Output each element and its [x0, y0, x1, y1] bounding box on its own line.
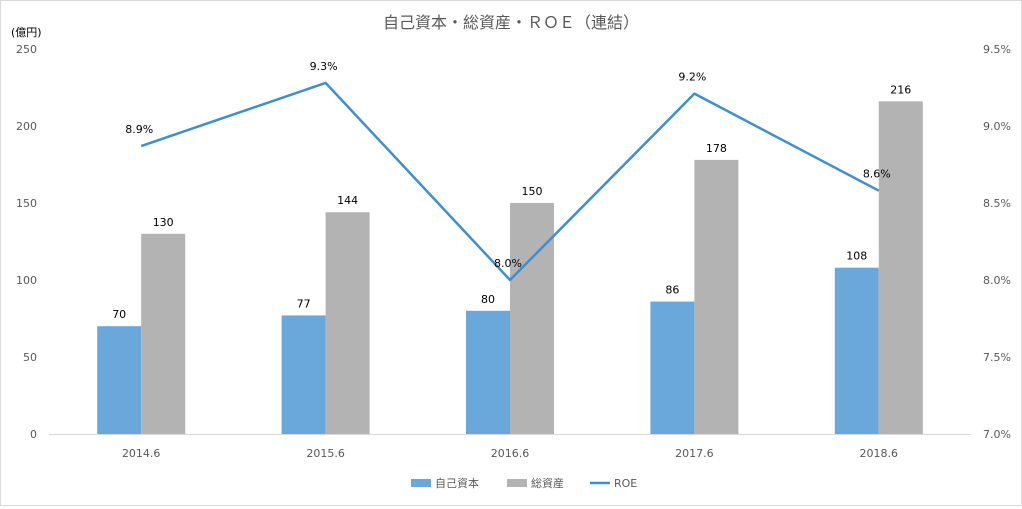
bar-equity: [97, 326, 142, 434]
bar-total-assets: [510, 203, 554, 434]
bar-data-label: 86: [665, 284, 679, 297]
bar-total-assets: [694, 159, 739, 434]
y2-tick-label: 8.5%: [983, 197, 1011, 210]
axes-group: 0 50 100 150 200 250 7.0% 7.5% 8.0% 8.5% 9.0% 9.5% 2…: [16, 43, 1011, 460]
legend-label: 総資産: [531, 476, 564, 490]
roe-data-label: 8.6%: [863, 168, 891, 181]
y-tick-label: 0: [30, 428, 37, 441]
y-tick-label: 250: [16, 43, 37, 56]
bar-data-label: 77: [297, 297, 311, 310]
bar-equity: [650, 301, 695, 434]
x-tick-label: 2017.6: [675, 447, 714, 460]
bar-equity: [834, 267, 879, 434]
legend-swatch: [411, 479, 431, 487]
bars-group: 70 130 77 144 80 150 86 178 108 216: [97, 83, 923, 435]
bar-data-label: 216: [890, 83, 911, 96]
bar-data-label: 144: [337, 194, 358, 207]
legend-label: ROE: [614, 477, 637, 490]
bar-total-assets: [141, 233, 186, 434]
y-axis-unit-label: (億円): [11, 26, 42, 39]
bar-equity: [466, 310, 510, 434]
x-tick-label: 2018.6: [860, 447, 899, 460]
y2-tick-label: 9.0%: [983, 120, 1011, 133]
bar-data-label: 130: [153, 216, 174, 229]
roe-line: [140, 81, 880, 282]
y-tick-label: 50: [23, 351, 37, 364]
bar-data-label: 150: [522, 185, 543, 198]
roe-data-label: 9.3%: [310, 60, 338, 73]
roe-line-group: 8.9% 9.3% 8.0% 9.2% 8.6%: [125, 60, 891, 282]
x-tick-label: 2015.6: [306, 447, 345, 460]
legend: 自己資本 総資産 ROE: [411, 476, 637, 490]
bar-data-label: 108: [846, 250, 867, 263]
roe-data-label: 9.2%: [678, 71, 706, 84]
y2-tick-label: 7.0%: [983, 428, 1011, 441]
roe-data-label: 8.9%: [125, 123, 153, 136]
y2-tick-label: 8.0%: [983, 274, 1011, 287]
chart-title: 自己資本・総資産・ＲＯＥ（連結）: [383, 13, 639, 32]
y-tick-label: 150: [16, 197, 37, 210]
y2-tick-label: 9.5%: [983, 43, 1011, 56]
x-tick-label: 2014.6: [122, 447, 161, 460]
bar-data-label: 70: [112, 308, 126, 321]
bar-data-label: 178: [706, 142, 727, 155]
bar-total-assets: [878, 101, 923, 435]
y-tick-label: 200: [16, 120, 37, 133]
roe-data-label: 8.0%: [494, 257, 522, 270]
legend-label: 自己資本: [435, 476, 479, 490]
bar-data-label: 80: [481, 293, 495, 306]
x-tick-label: 2016.6: [491, 447, 530, 460]
legend-swatch: [507, 479, 527, 487]
y2-tick-label: 7.5%: [983, 351, 1011, 364]
bar-equity: [281, 315, 326, 434]
bar-total-assets: [325, 212, 370, 434]
y-tick-label: 100: [16, 274, 37, 287]
